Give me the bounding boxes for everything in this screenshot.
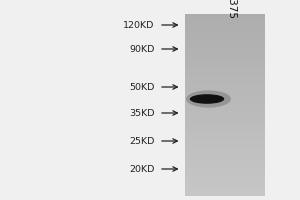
Ellipse shape xyxy=(186,90,231,108)
Text: A375: A375 xyxy=(227,0,237,20)
Text: 120KD: 120KD xyxy=(123,21,154,29)
Ellipse shape xyxy=(190,94,224,104)
Text: 90KD: 90KD xyxy=(129,45,154,53)
Text: 20KD: 20KD xyxy=(129,164,154,173)
Text: 25KD: 25KD xyxy=(129,136,154,146)
Ellipse shape xyxy=(208,96,224,101)
Text: 50KD: 50KD xyxy=(129,83,154,92)
Text: 35KD: 35KD xyxy=(129,108,154,117)
